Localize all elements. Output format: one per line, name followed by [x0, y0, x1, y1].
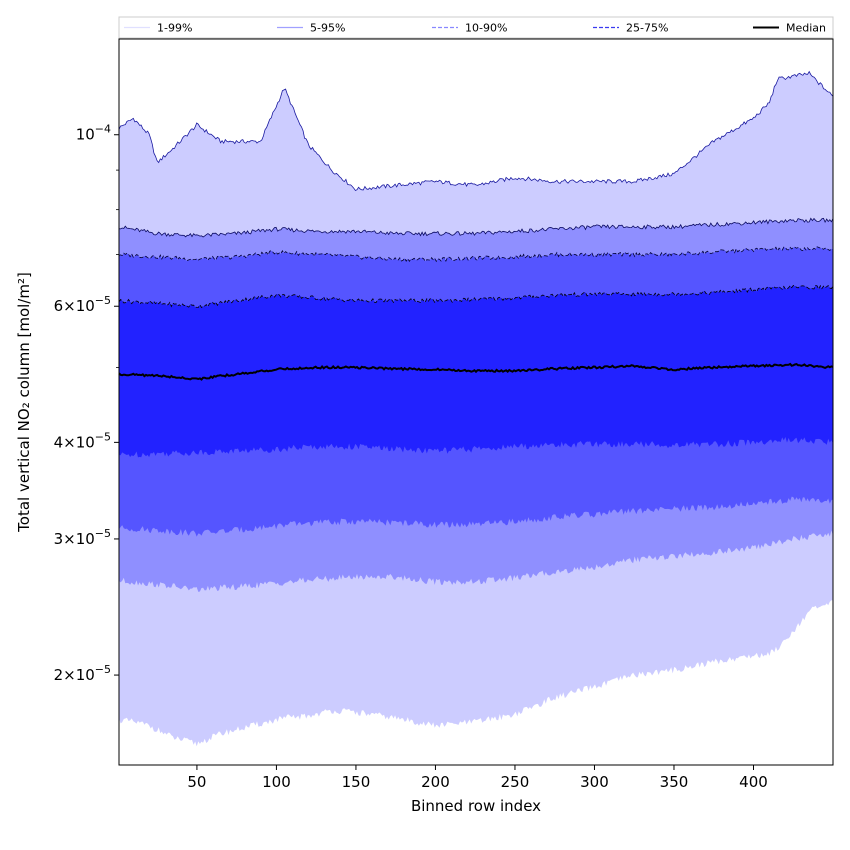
band-edge-10-90: [118, 246, 834, 263]
y-axis-label: Total vertical NO₂ column [mol/m²]: [15, 272, 33, 533]
y-tick-label-1: 3×10−5: [54, 527, 111, 548]
x-tick-label-100: 100: [262, 773, 291, 791]
x-tick-label-250: 250: [501, 773, 530, 791]
plot-frame: [118, 38, 834, 766]
band-edge-25-75: [118, 284, 834, 309]
legend: 1-99% 5-95% 10-90% 25-75% Median: [118, 16, 834, 39]
median-line: [118, 362, 834, 381]
legend-label-median: Median: [786, 22, 826, 35]
x-tick-label-400: 400: [739, 773, 768, 791]
x-tick-label-200: 200: [421, 773, 450, 791]
legend-label-25-75: 25-75%: [626, 22, 668, 35]
x-axis-label: Binned row index: [411, 797, 541, 815]
legend-label-1-99: 1-99%: [157, 22, 192, 35]
legend-box: [118, 16, 834, 39]
legend-label-10-90: 10-90%: [465, 22, 507, 35]
x-tick-label-150: 150: [342, 773, 371, 791]
y-axis-ticks: 2×10−5 3×10−5 4×10−5 6×10−5 10−4: [54, 123, 119, 684]
x-tick-label-350: 350: [660, 773, 689, 791]
bands-layer: [118, 70, 834, 747]
band-edge-1-99: [118, 70, 834, 192]
y-tick-label-3: 6×10−5: [54, 294, 111, 315]
y-tick-label-0: 2×10−5: [54, 663, 111, 684]
legend-label-5-95: 5-95%: [310, 22, 345, 35]
x-tick-label-300: 300: [580, 773, 609, 791]
x-axis-ticks: 50 100 150 200 250 300 350 400: [187, 765, 768, 791]
x-tick-label-50: 50: [187, 773, 206, 791]
y-tick-label-2: 4×10−5: [54, 430, 111, 451]
y-tick-label-4: 10−4: [76, 123, 111, 144]
median-layer: [118, 362, 834, 381]
band-edge-5-95: [118, 217, 834, 238]
